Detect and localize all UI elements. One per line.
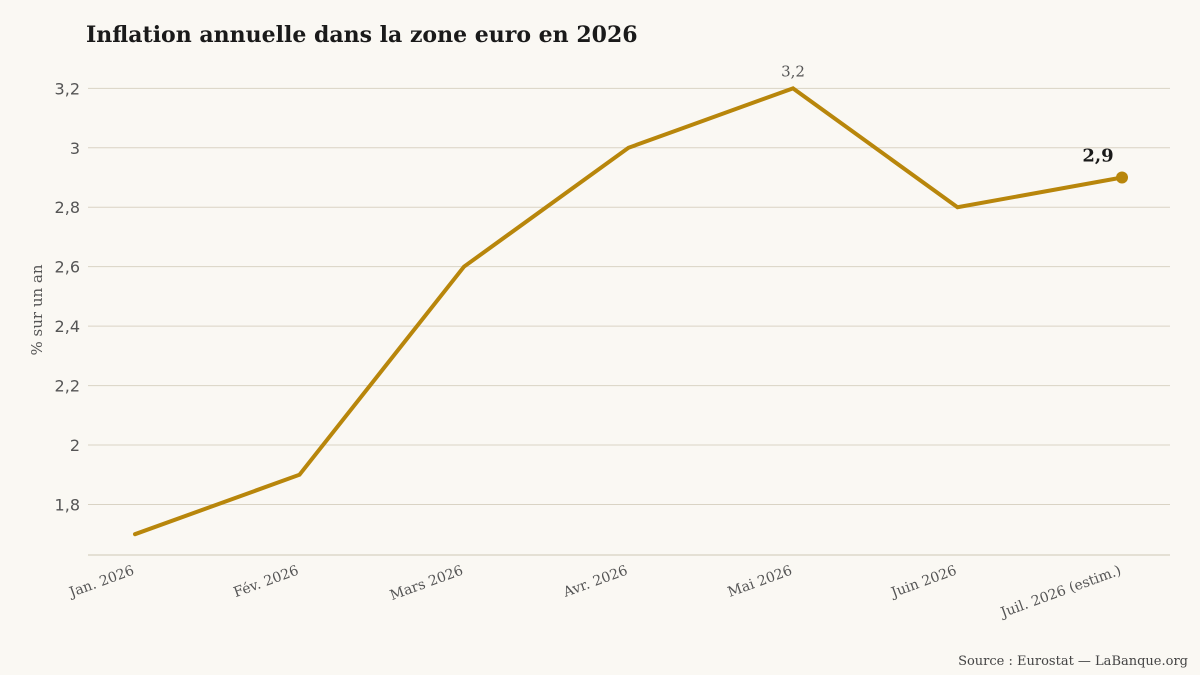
x-tick-label: Jan. 2026 bbox=[66, 563, 137, 602]
x-tick-label: Juin 2026 bbox=[887, 563, 959, 602]
y-tick-label: 2,2 bbox=[55, 377, 80, 396]
x-tick-label: Avr. 2026 bbox=[560, 563, 630, 601]
x-tick-label: Mars 2026 bbox=[388, 563, 466, 604]
annotations: 3,2 2,9 bbox=[781, 62, 1114, 166]
inflation-line bbox=[133, 86, 1124, 537]
last-point-marker bbox=[1116, 171, 1128, 184]
x-tick-label: Juil. 2026 (estim.) bbox=[997, 563, 1124, 622]
y-tick-label: 2,4 bbox=[55, 317, 80, 336]
y-tick-label: 2,6 bbox=[55, 258, 80, 277]
x-axis-ticks: Jan. 2026 Fév. 2026 Mars 2026 Avr. 2026 Mai … bbox=[66, 563, 1124, 622]
chart-title: Inflation annuelle dans la zone euro en … bbox=[86, 22, 638, 48]
y-tick-label: 2 bbox=[70, 436, 80, 455]
gridlines bbox=[88, 87, 1170, 556]
y-tick-label: 2,8 bbox=[55, 198, 80, 217]
y-axis-label: % sur un an bbox=[28, 264, 46, 355]
x-tick-label: Fév. 2026 bbox=[231, 563, 300, 601]
source-note: Source : Eurostat — LaBanque.org bbox=[958, 654, 1188, 669]
last-value-label: 2,9 bbox=[1082, 146, 1113, 167]
y-axis-ticks: 1,8 2 2,2 2,4 2,6 2,8 3 3,2 bbox=[55, 79, 80, 514]
x-tick-label: Mai 2026 bbox=[726, 563, 795, 601]
y-tick-label: 1,8 bbox=[55, 495, 80, 514]
y-tick-label: 3,2 bbox=[55, 79, 80, 98]
series-line bbox=[133, 86, 1128, 537]
y-tick-label: 3 bbox=[70, 139, 80, 158]
peak-value-label: 3,2 bbox=[781, 62, 805, 80]
